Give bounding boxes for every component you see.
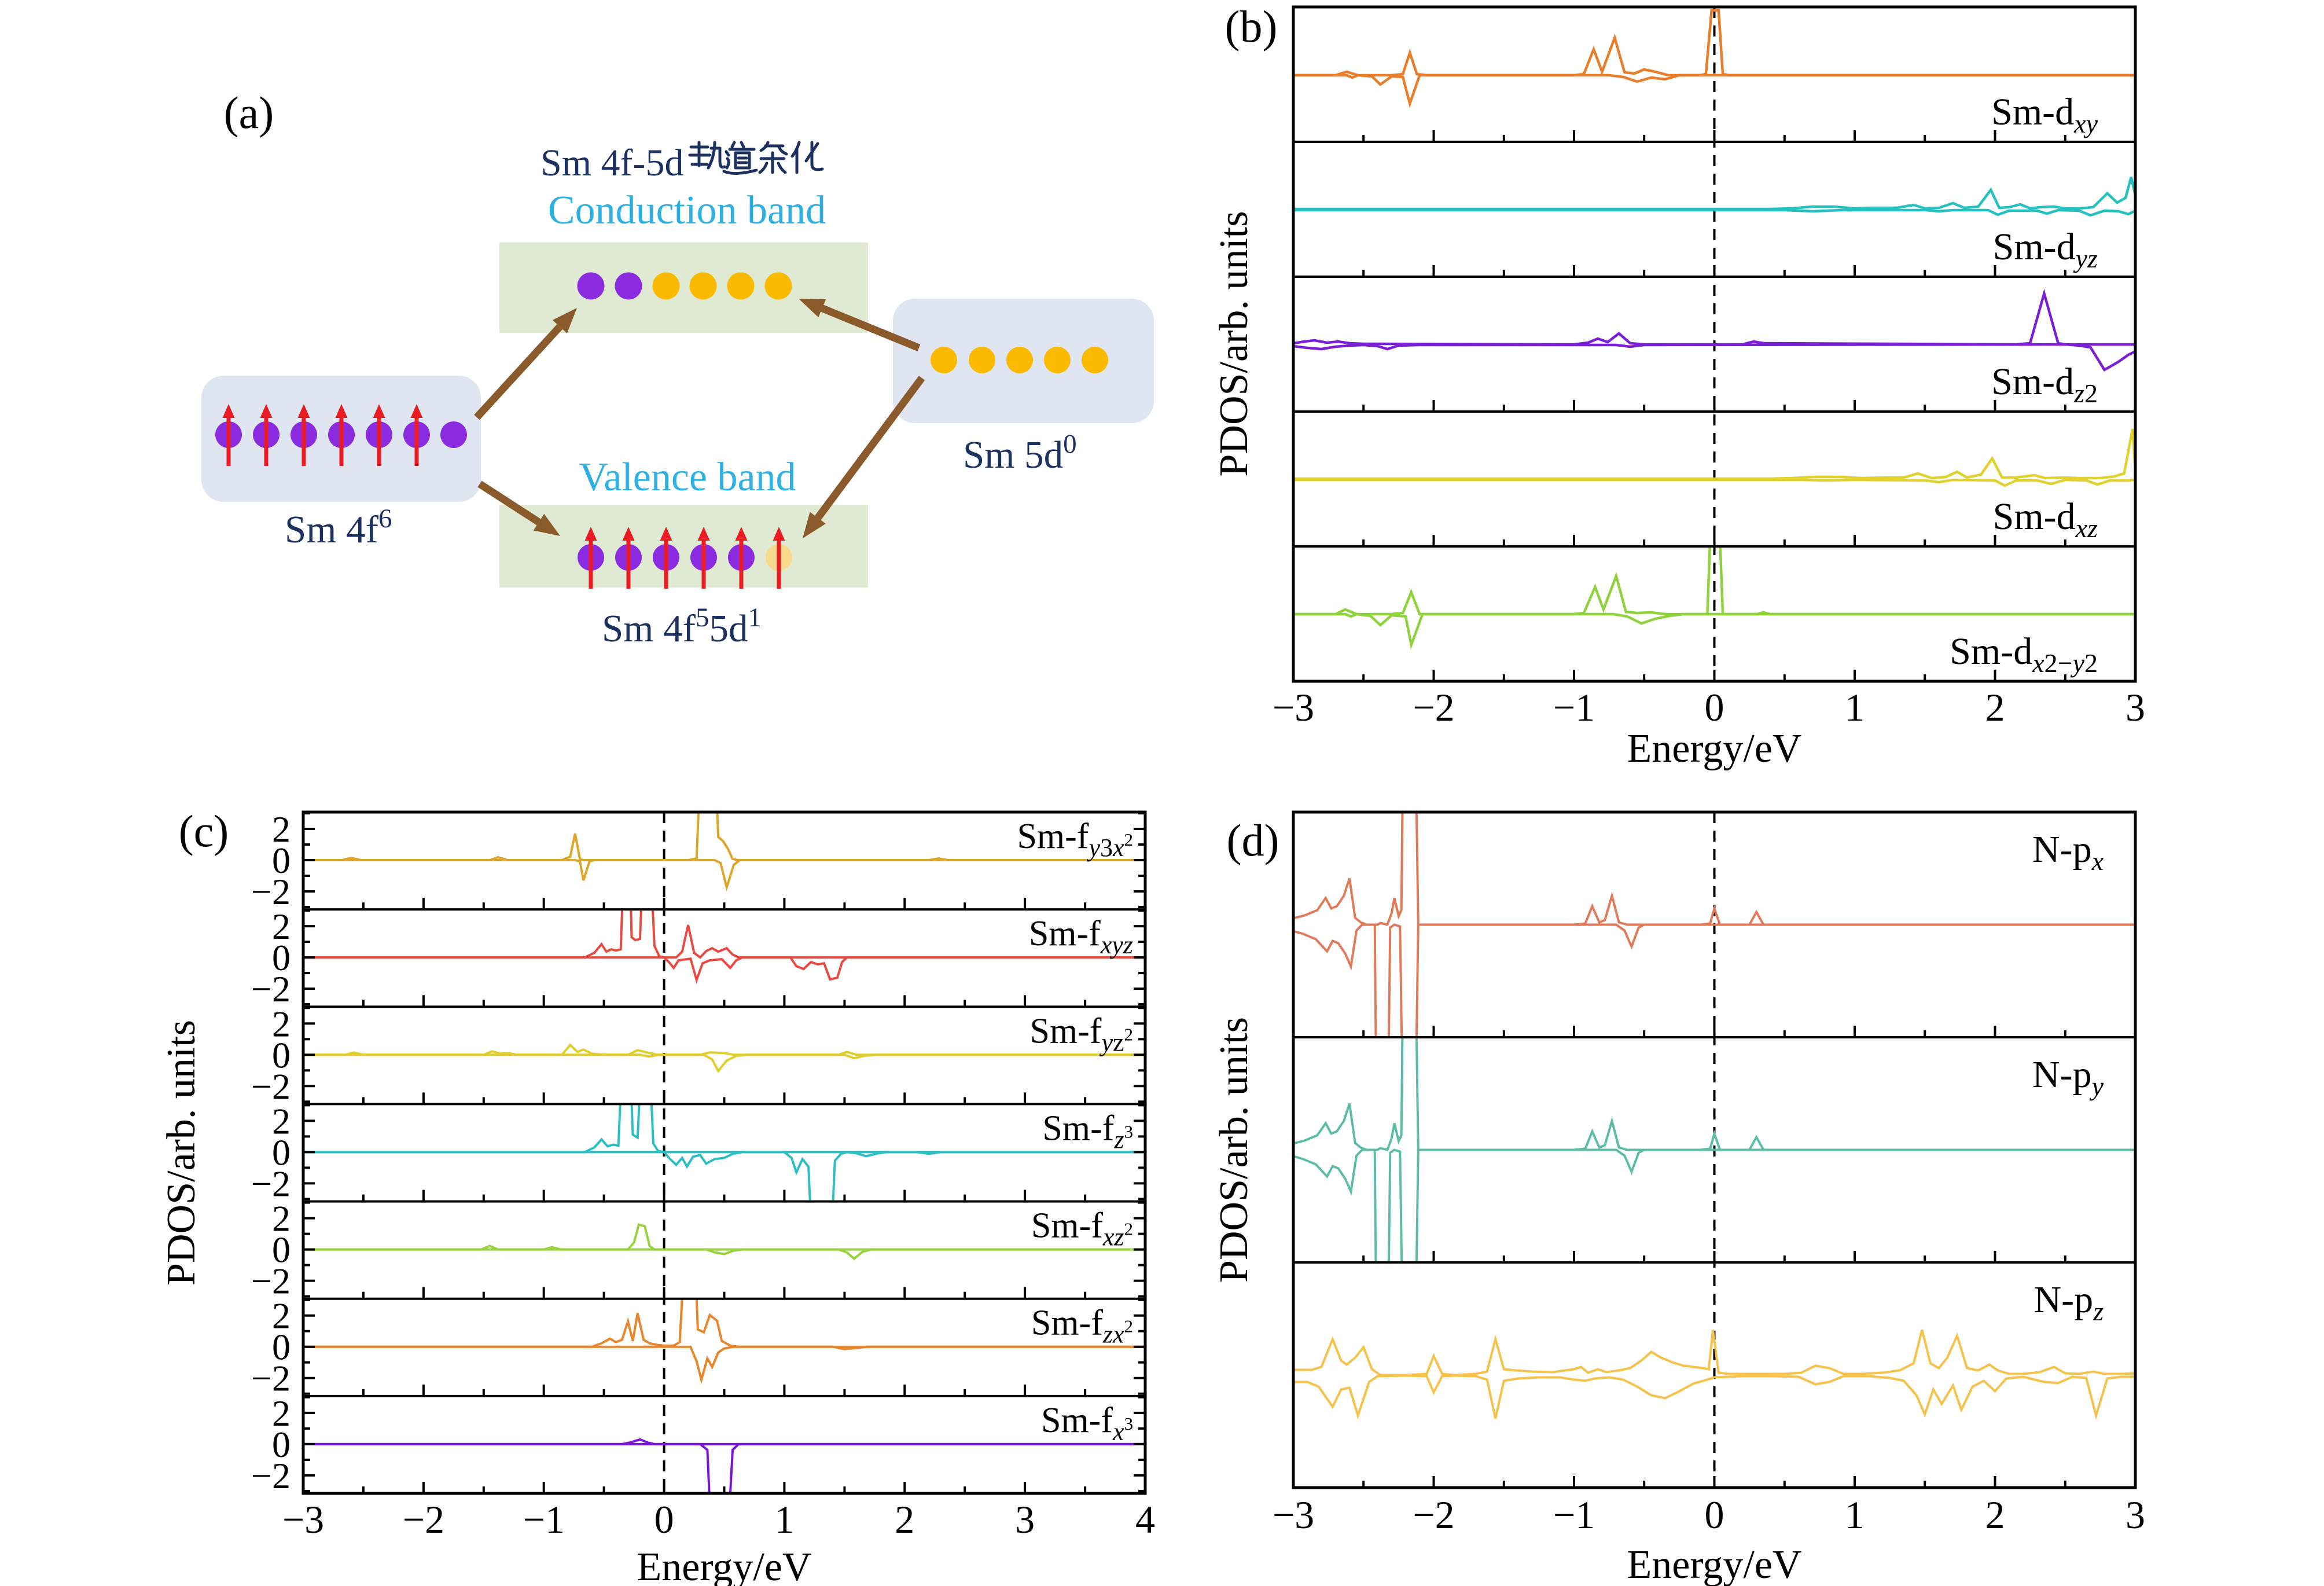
svg-text:−3: −3 xyxy=(282,1497,324,1541)
svg-text:−2: −2 xyxy=(1413,685,1454,729)
svg-text:−2: −2 xyxy=(403,1497,444,1541)
svg-text:0: 0 xyxy=(1705,1493,1724,1537)
svg-text:PDOS/arb. units: PDOS/arb. units xyxy=(159,1020,204,1286)
svg-text:−1: −1 xyxy=(523,1497,565,1541)
svg-text:2: 2 xyxy=(272,1198,290,1239)
svg-text:Sm 5d0: Sm 5d0 xyxy=(963,429,1077,476)
svg-text:−3: −3 xyxy=(1273,685,1314,729)
svg-text:2: 2 xyxy=(272,1393,290,1434)
svg-text:−2: −2 xyxy=(251,968,290,1009)
svg-text:−1: −1 xyxy=(1553,1493,1595,1537)
svg-text:−2: −2 xyxy=(251,1163,290,1204)
svg-text:4: 4 xyxy=(1135,1497,1155,1541)
svg-text:−2: −2 xyxy=(251,1066,290,1107)
svg-text:0: 0 xyxy=(654,1497,674,1541)
svg-text:0: 0 xyxy=(272,1034,290,1075)
svg-text:2: 2 xyxy=(272,906,290,947)
svg-text:(b): (b) xyxy=(1225,1,1278,52)
svg-text:3: 3 xyxy=(1015,1497,1035,1541)
svg-text:2: 2 xyxy=(272,1003,290,1044)
svg-text:N-px: N-px xyxy=(2032,828,2104,876)
svg-text:0: 0 xyxy=(272,1424,290,1465)
svg-text:Energy/eV: Energy/eV xyxy=(637,1545,812,1586)
svg-text:2: 2 xyxy=(1985,1493,2005,1537)
svg-text:0: 0 xyxy=(272,1132,290,1173)
svg-text:3: 3 xyxy=(2126,685,2145,729)
svg-text:−2: −2 xyxy=(1413,1493,1454,1537)
svg-text:0: 0 xyxy=(272,1327,290,1368)
svg-text:0: 0 xyxy=(272,1229,290,1271)
svg-text:(a): (a) xyxy=(224,87,274,138)
svg-text:−3: −3 xyxy=(1273,1493,1314,1537)
svg-text:0: 0 xyxy=(272,840,290,881)
svg-text:2: 2 xyxy=(272,1100,290,1141)
svg-text:−1: −1 xyxy=(1553,685,1595,729)
svg-text:Energy/eV: Energy/eV xyxy=(1627,726,1802,771)
svg-text:−2: −2 xyxy=(251,1455,290,1496)
svg-text:0: 0 xyxy=(272,937,290,978)
svg-text:2: 2 xyxy=(1985,685,2005,729)
svg-text:PDOS/arb. units: PDOS/arb. units xyxy=(1212,1017,1256,1283)
svg-text:Sm 4f-5d: Sm 4f-5d xyxy=(540,142,684,184)
svg-text:−2: −2 xyxy=(251,871,290,912)
svg-text:PDOS/arb. units: PDOS/arb. units xyxy=(1212,211,1256,477)
svg-text:2: 2 xyxy=(272,809,290,850)
svg-text:1: 1 xyxy=(1845,685,1865,729)
svg-text:(c): (c) xyxy=(179,806,229,856)
svg-text:(d): (d) xyxy=(1227,815,1279,865)
svg-text:N-py: N-py xyxy=(2032,1053,2104,1101)
svg-text:Sm 4f55d1: Sm 4f55d1 xyxy=(602,603,762,650)
svg-text:3: 3 xyxy=(2126,1493,2145,1537)
svg-text:0: 0 xyxy=(1705,685,1724,729)
svg-text:−2: −2 xyxy=(251,1261,290,1302)
svg-text:N-pz: N-pz xyxy=(2034,1279,2104,1326)
svg-text:−2: −2 xyxy=(251,1358,290,1399)
svg-text:1: 1 xyxy=(774,1497,794,1541)
svg-text:1: 1 xyxy=(1845,1493,1865,1537)
svg-text:2: 2 xyxy=(895,1497,914,1541)
svg-text:2: 2 xyxy=(272,1295,290,1337)
svg-text:Sm 4f6: Sm 4f6 xyxy=(285,504,392,551)
svg-text:Conduction band: Conduction band xyxy=(548,188,826,233)
svg-text:Energy/eV: Energy/eV xyxy=(1627,1543,1802,1586)
svg-text:Valence band: Valence band xyxy=(579,455,796,500)
